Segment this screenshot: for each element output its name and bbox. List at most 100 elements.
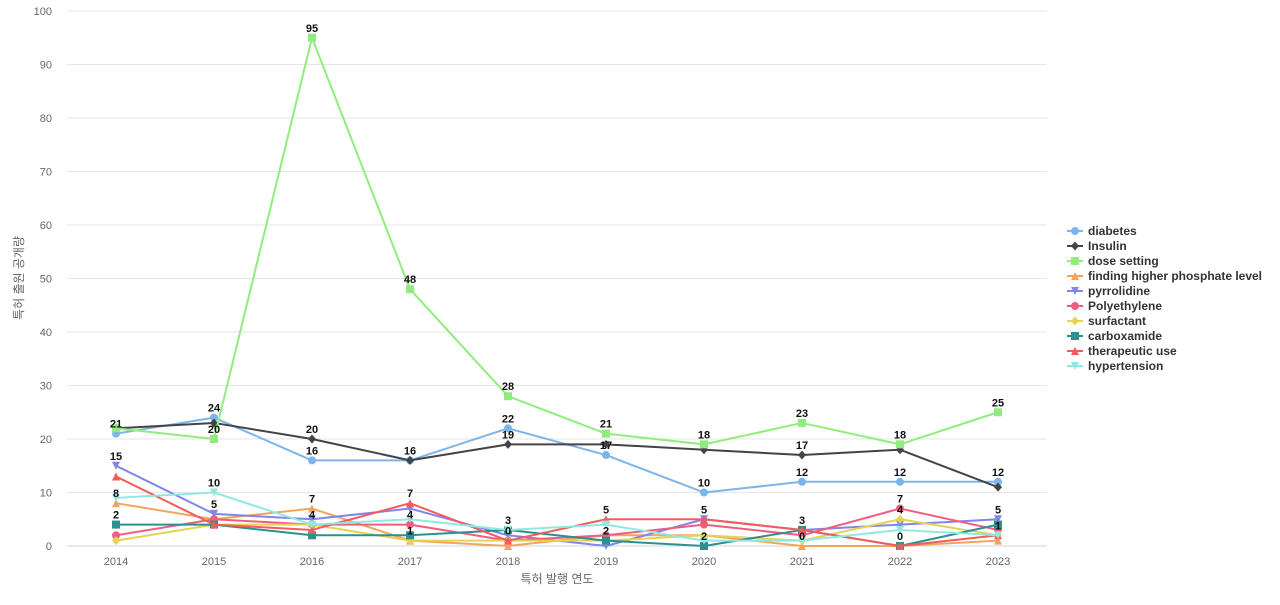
series-line[interactable] xyxy=(115,507,999,542)
data-point[interactable] xyxy=(504,439,512,449)
series-line[interactable] xyxy=(115,475,999,547)
legend-item[interactable]: carboxamide xyxy=(1067,329,1162,343)
legend-item[interactable]: Polyethylene xyxy=(1067,299,1162,313)
data-point[interactable] xyxy=(896,477,904,486)
data-point[interactable] xyxy=(896,542,904,550)
data-point[interactable] xyxy=(406,285,414,294)
legend-symbol[interactable] xyxy=(1071,227,1079,235)
data-point[interactable] xyxy=(798,536,806,545)
data-point[interactable] xyxy=(112,531,120,540)
data-point[interactable] xyxy=(602,536,610,545)
data-point[interactable] xyxy=(406,455,414,465)
data-point[interactable] xyxy=(504,424,512,433)
data-point[interactable] xyxy=(210,435,218,443)
data-point[interactable] xyxy=(308,504,316,513)
data-point[interactable] xyxy=(504,392,512,401)
data-point[interactable] xyxy=(700,440,708,449)
data-point[interactable] xyxy=(602,451,610,460)
data-point[interactable] xyxy=(798,542,806,550)
series-line[interactable] xyxy=(115,518,999,542)
data-point[interactable] xyxy=(112,536,120,546)
legend-label: diabetes xyxy=(1088,224,1137,238)
data-point[interactable] xyxy=(308,33,316,42)
data-point[interactable] xyxy=(210,418,218,428)
data-point[interactable] xyxy=(308,434,316,444)
series-line[interactable] xyxy=(115,416,998,494)
legend-item[interactable]: surfactant xyxy=(1067,314,1146,328)
data-point[interactable] xyxy=(504,542,512,550)
series-line[interactable] xyxy=(115,491,999,542)
data-point[interactable] xyxy=(210,509,218,518)
data-point[interactable] xyxy=(994,482,1002,492)
data-point[interactable] xyxy=(308,520,316,529)
data-point[interactable] xyxy=(112,493,120,502)
legend-item[interactable]: pyrrolidine xyxy=(1067,284,1150,298)
data-point[interactable] xyxy=(602,520,610,529)
data-point[interactable] xyxy=(308,531,316,540)
legend-symbol[interactable] xyxy=(1071,347,1079,355)
data-point[interactable] xyxy=(406,515,414,524)
data-point[interactable] xyxy=(700,488,708,497)
data-point[interactable] xyxy=(112,424,120,433)
legend-item[interactable]: hypertension xyxy=(1067,359,1163,373)
data-point[interactable] xyxy=(896,440,904,449)
legend-symbol[interactable] xyxy=(1071,241,1079,251)
data-point[interactable] xyxy=(896,525,904,534)
data-point[interactable] xyxy=(994,408,1002,417)
data-point[interactable] xyxy=(700,542,708,550)
data-point[interactable] xyxy=(210,520,218,529)
data-point[interactable] xyxy=(896,514,904,524)
data-point[interactable] xyxy=(406,499,414,508)
legend-symbol[interactable] xyxy=(1071,287,1079,295)
data-point[interactable] xyxy=(602,439,610,449)
x-tick-label: 2017 xyxy=(398,556,422,568)
legend-item[interactable]: dose setting xyxy=(1067,254,1159,268)
legend-symbol[interactable] xyxy=(1071,272,1079,280)
data-point[interactable] xyxy=(798,477,806,486)
x-axis-title: 특허 발행 연도 xyxy=(521,571,594,586)
data-point[interactable] xyxy=(504,525,512,534)
x-tick-label: 2015 xyxy=(202,556,226,568)
legend-item[interactable]: therapeutic use xyxy=(1067,344,1177,358)
data-point[interactable] xyxy=(994,536,1002,545)
data-point[interactable] xyxy=(700,536,708,545)
legend-symbol[interactable] xyxy=(1071,257,1079,265)
legend-symbol[interactable] xyxy=(1071,316,1079,326)
data-point[interactable] xyxy=(308,515,316,524)
legend-symbol[interactable] xyxy=(1071,362,1079,370)
data-point[interactable] xyxy=(504,536,512,545)
data-point[interactable] xyxy=(994,520,1002,529)
data-point[interactable] xyxy=(112,472,120,481)
data-point[interactable] xyxy=(798,525,806,534)
data-point[interactable] xyxy=(896,504,904,513)
data-point[interactable] xyxy=(896,520,904,529)
series-line[interactable] xyxy=(115,421,999,489)
series-line[interactable] xyxy=(115,36,999,446)
data-point[interactable] xyxy=(112,499,120,508)
data-point[interactable] xyxy=(798,450,806,460)
legend-item[interactable]: finding higher phosphate level xyxy=(1067,269,1262,283)
data-point[interactable] xyxy=(994,531,1002,540)
data-point[interactable] xyxy=(994,477,1002,486)
data-point[interactable] xyxy=(406,520,414,529)
data-point[interactable] xyxy=(308,525,316,534)
data-point[interactable] xyxy=(112,461,120,470)
data-label: 18 xyxy=(894,429,906,441)
legend-symbol[interactable] xyxy=(1071,302,1079,310)
y-tick-label: 40 xyxy=(40,327,52,339)
legend-item[interactable]: Insulin xyxy=(1067,239,1127,253)
data-label: 7 xyxy=(897,494,903,506)
data-point[interactable] xyxy=(210,488,218,497)
data-point[interactable] xyxy=(308,456,316,465)
data-point[interactable] xyxy=(700,515,708,524)
data-point[interactable] xyxy=(112,520,120,529)
data-point[interactable] xyxy=(406,531,414,540)
data-label: 0 xyxy=(505,526,511,538)
data-point[interactable] xyxy=(602,429,610,438)
data-label: 25 xyxy=(992,397,1004,409)
data-point[interactable] xyxy=(210,413,218,422)
data-point[interactable] xyxy=(798,418,806,427)
legend-item[interactable]: diabetes xyxy=(1067,224,1137,238)
data-point[interactable] xyxy=(994,515,1002,524)
legend-symbol[interactable] xyxy=(1071,332,1079,340)
